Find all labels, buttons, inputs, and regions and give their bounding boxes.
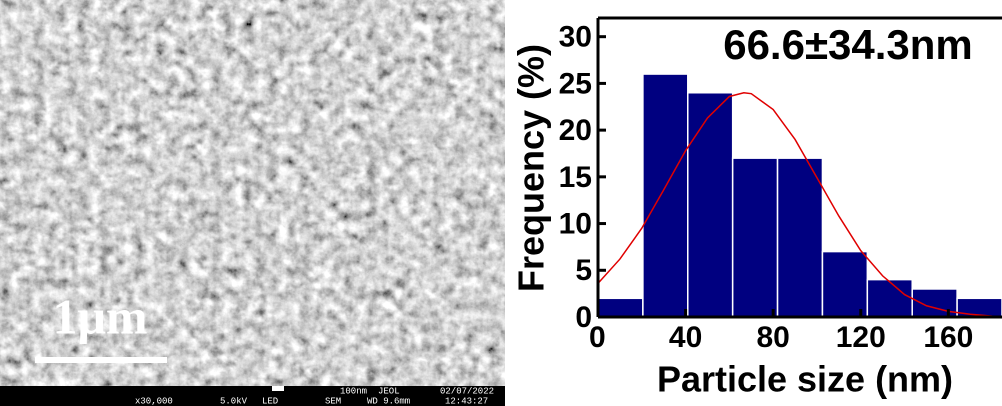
figure: 1μm x30,000 5.0kV LED SEM WD 9.6mm 12:43… bbox=[0, 0, 1002, 406]
info-bar bbox=[0, 386, 505, 406]
bar bbox=[778, 158, 823, 317]
info: x30,000 bbox=[135, 396, 173, 406]
x-tick-label: 120 bbox=[836, 321, 886, 354]
info: SEM bbox=[325, 396, 341, 406]
info: LED bbox=[262, 396, 278, 406]
info: WD 9.6mm bbox=[367, 396, 410, 406]
y-tick-label: 15 bbox=[559, 161, 592, 194]
x-tick-label: 40 bbox=[669, 321, 702, 354]
y-axis-label: Frequency (%) bbox=[511, 44, 552, 292]
y-tick-label: 20 bbox=[559, 114, 592, 147]
y-tick-label: 30 bbox=[559, 21, 592, 54]
bar bbox=[867, 280, 912, 317]
y-tick-label: 25 bbox=[559, 67, 592, 100]
info: 5.0kV bbox=[220, 396, 248, 406]
y-tick-label: 10 bbox=[559, 207, 592, 240]
info-scale bbox=[272, 386, 284, 391]
info: JEOL bbox=[378, 386, 400, 396]
annotation: 66.6±34.3nm bbox=[723, 21, 973, 68]
bar bbox=[598, 298, 643, 317]
bar bbox=[733, 158, 778, 317]
x-tick-label: 80 bbox=[756, 321, 789, 354]
y-tick-label: 5 bbox=[575, 254, 592, 287]
scale-bar bbox=[35, 357, 167, 363]
bar bbox=[912, 289, 957, 317]
x-tick-label: 0 bbox=[589, 321, 606, 354]
info: 12:43:27 bbox=[445, 396, 488, 406]
bar bbox=[643, 74, 688, 317]
bar bbox=[957, 298, 1002, 317]
bar bbox=[688, 93, 733, 317]
sem-image: 1μm x30,000 5.0kV LED SEM WD 9.6mm 12:43… bbox=[0, 0, 505, 406]
x-tick-label: 160 bbox=[923, 321, 973, 354]
info: 100nm bbox=[340, 386, 367, 396]
bar bbox=[822, 252, 867, 317]
info: 02/07/2022 bbox=[440, 386, 494, 396]
scale-bar-label: 1μm bbox=[53, 288, 148, 344]
x-axis-label: Particle size (nm) bbox=[657, 359, 953, 400]
